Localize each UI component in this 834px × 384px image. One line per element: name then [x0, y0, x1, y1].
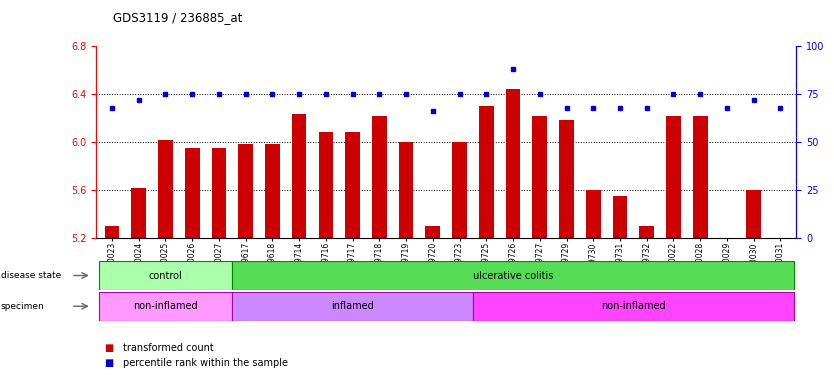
Bar: [158, 140, 173, 238]
Bar: [586, 190, 600, 238]
Bar: [98, 261, 233, 290]
Text: control: control: [148, 270, 183, 281]
Bar: [185, 148, 199, 238]
Bar: [319, 132, 334, 238]
Bar: [98, 292, 233, 321]
Bar: [452, 142, 467, 238]
Bar: [505, 89, 520, 238]
Bar: [233, 261, 794, 290]
Bar: [613, 196, 627, 238]
Bar: [473, 292, 794, 321]
Bar: [746, 190, 761, 238]
Bar: [212, 148, 226, 238]
Text: inflamed: inflamed: [331, 301, 374, 311]
Text: specimen: specimen: [1, 302, 44, 311]
Bar: [399, 142, 414, 238]
Text: GDS3119 / 236885_at: GDS3119 / 236885_at: [113, 12, 242, 25]
Text: transformed count: transformed count: [123, 343, 214, 353]
Bar: [233, 292, 473, 321]
Bar: [265, 144, 279, 238]
Bar: [479, 106, 494, 238]
Bar: [425, 226, 440, 238]
Bar: [372, 116, 387, 238]
Bar: [345, 132, 360, 238]
Text: disease state: disease state: [1, 271, 61, 280]
Text: ulcerative colitis: ulcerative colitis: [473, 270, 553, 281]
Bar: [559, 121, 574, 238]
Bar: [532, 116, 547, 238]
Bar: [104, 226, 119, 238]
Text: non-inflamed: non-inflamed: [601, 301, 666, 311]
Bar: [693, 116, 707, 238]
Text: ■: ■: [104, 358, 113, 368]
Text: percentile rank within the sample: percentile rank within the sample: [123, 358, 288, 368]
Bar: [292, 114, 306, 238]
Bar: [239, 144, 253, 238]
Bar: [666, 116, 681, 238]
Bar: [640, 226, 654, 238]
Text: ■: ■: [104, 343, 113, 353]
Text: non-inflamed: non-inflamed: [133, 301, 198, 311]
Bar: [131, 188, 146, 238]
